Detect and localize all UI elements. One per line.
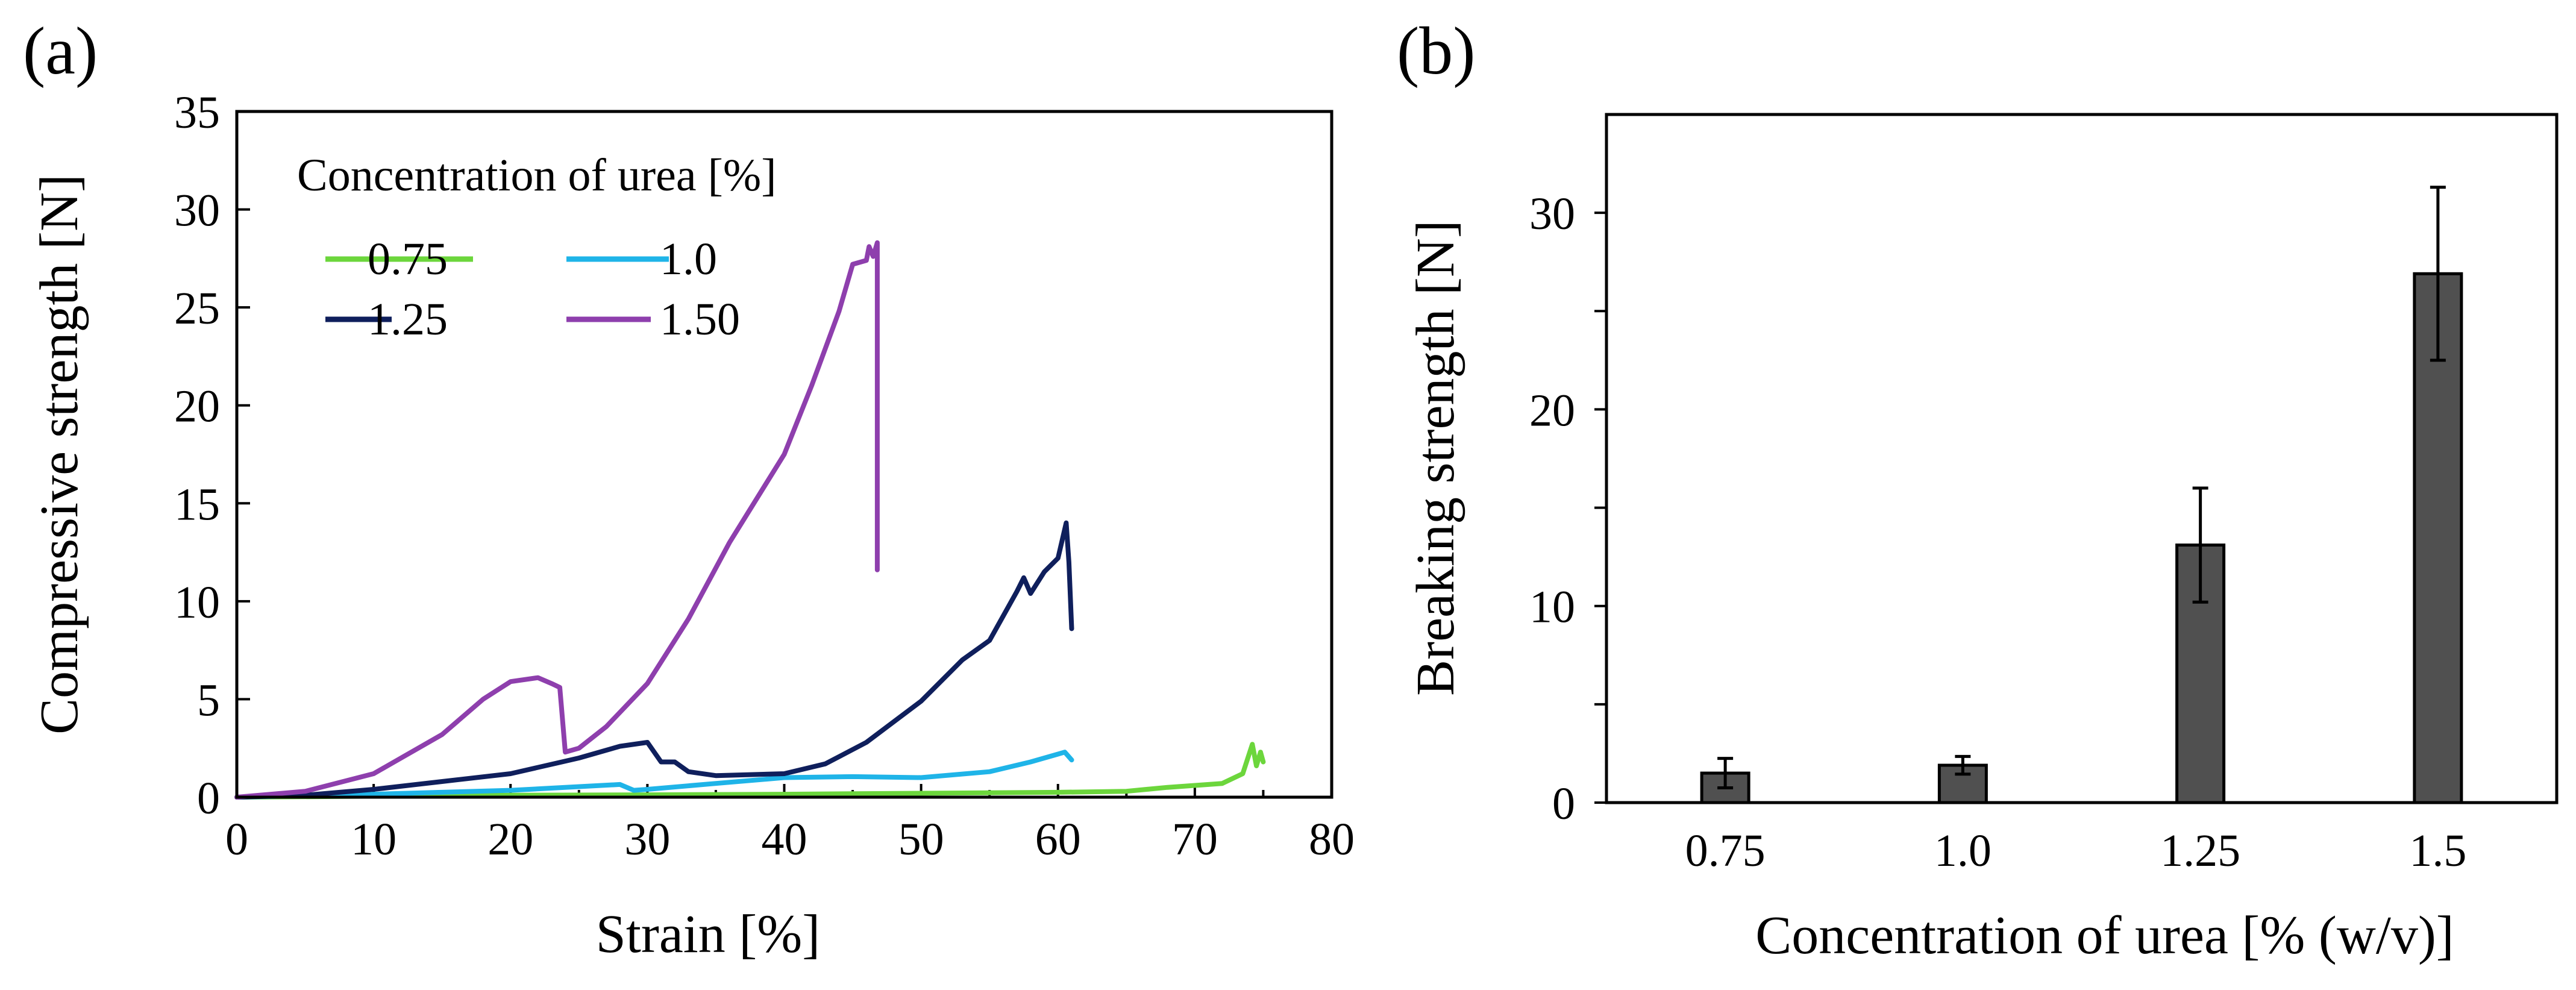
x-tick-label-10: 10 <box>351 814 396 865</box>
x-tick-label-20: 20 <box>487 814 533 865</box>
category-label-1-25: 1.25 <box>2160 826 2240 876</box>
legend-label-0-75: 0.75 <box>368 234 448 284</box>
panel-b-bars: 0.75 1.0 1.25 1.5 <box>1685 186 2466 876</box>
x-tick-label-60: 60 <box>1035 814 1081 865</box>
panel-b-plot-frame <box>1605 113 2559 804</box>
x-tick-label-80: 80 <box>1309 814 1355 865</box>
b-y-tick-label-0: 0 <box>1552 779 1575 829</box>
b-y-tick-label-20: 20 <box>1529 385 1575 436</box>
y-tick-label-25: 25 <box>174 283 220 334</box>
x-tick-label-0: 0 <box>225 814 248 865</box>
panel-a-x-ticks: 0 10 20 30 40 50 60 70 80 <box>225 784 1355 865</box>
series-line-0-75 <box>234 742 1266 800</box>
x-tick-label-50: 50 <box>898 814 944 865</box>
b-y-tick-label-30: 30 <box>1529 189 1575 239</box>
legend-label-1-25: 1.25 <box>368 294 448 345</box>
panel-a-x-axis-title: Strain [%] <box>596 904 820 964</box>
series-line-1-50 <box>234 240 880 800</box>
x-tick-label-70: 70 <box>1172 814 1218 865</box>
panel-b-y-ticks: 0 10 20 30 <box>1529 189 1606 829</box>
panel-b-y-axis-title: Breaking strength [N] <box>1406 220 1465 696</box>
panel-a-y-axis-title: Compressive strength [N] <box>30 174 89 735</box>
category-label-1-5: 1.5 <box>2409 826 2466 876</box>
panel-a-plot-frame <box>235 110 1333 799</box>
panel-a-legend: Concentration of urea [%] 0.75 1.0 1.25 … <box>297 150 777 345</box>
panel-b-x-axis-title: Concentration of urea [% (w/v)] <box>1755 906 2454 965</box>
legend-label-1-0: 1.0 <box>660 234 717 284</box>
category-label-0-75: 0.75 <box>1685 826 1766 876</box>
y-tick-label-0: 0 <box>197 773 220 824</box>
y-tick-label-30: 30 <box>174 186 220 236</box>
category-label-1-0: 1.0 <box>1934 826 1992 876</box>
panel-a-line-chart: (a) 0 10 20 30 40 50 60 70 80 0 5 10 15 20 25 30 35 Str… <box>23 14 1355 964</box>
y-tick-label-5: 5 <box>197 675 220 725</box>
panel-a-curves <box>234 240 1266 800</box>
panel-a-y-ticks: 0 5 10 15 20 25 30 35 <box>174 87 250 824</box>
legend-label-1-50: 1.50 <box>660 294 740 345</box>
panel-b-label: (b) <box>1397 14 1476 89</box>
bar-1-5 <box>2413 272 2463 804</box>
x-tick-label-30: 30 <box>624 814 670 865</box>
y-tick-label-35: 35 <box>174 87 220 138</box>
series-line-1-25 <box>234 520 1074 800</box>
panel-b-bar-chart: (b) 0 10 20 30 0.75 1.0 1.25 1.5 Concentration… <box>1397 14 2559 965</box>
x-tick-label-40: 40 <box>762 814 807 865</box>
y-tick-label-15: 15 <box>174 479 220 530</box>
y-tick-label-10: 10 <box>174 577 220 628</box>
series-line-1-0 <box>234 750 1074 800</box>
y-tick-label-20: 20 <box>174 381 220 432</box>
legend-title: Concentration of urea [%] <box>297 150 777 201</box>
panel-a-label: (a) <box>23 14 98 89</box>
b-y-tick-label-10: 10 <box>1529 582 1575 633</box>
